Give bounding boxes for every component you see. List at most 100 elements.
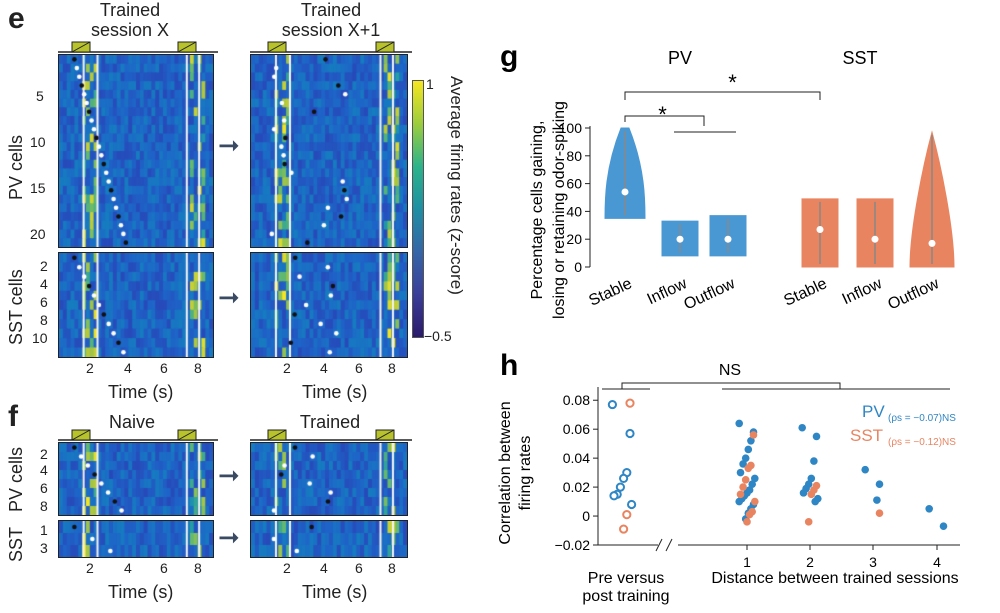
g-title-pv: PV (668, 48, 692, 68)
e-heatmap-pv-session-x1 (250, 54, 408, 248)
g-y-tick-label: 0 (574, 259, 582, 275)
h-point-sst-pre (625, 398, 635, 408)
f-pv-tick: 4 (40, 462, 48, 478)
e-heatmap-sst-session-x (58, 252, 214, 358)
f-heatmap-sst-naive (58, 520, 214, 558)
h-y-tick-label: 0.04 (563, 450, 590, 466)
violin-median-dot (621, 188, 629, 196)
f-time-tick: 8 (194, 560, 202, 576)
f-time-tick: 8 (388, 560, 396, 576)
h-point-pv (812, 432, 821, 441)
f-pv-tick: 2 (40, 446, 48, 462)
violin-median-dot (816, 225, 824, 233)
h-x-tick-label: 4 (933, 554, 941, 570)
g-y-tick-label: 40 (566, 203, 582, 219)
e-time-tick: 2 (283, 360, 291, 376)
e-left-title-2: session X (90, 20, 170, 40)
violin-median-dot (676, 235, 684, 243)
f-heatmap-pv-naive (58, 442, 214, 516)
g-x-tick-label: Stable (586, 275, 634, 310)
e-left-title-1: Trained (99, 0, 161, 20)
g-y-tick-label: 100 (559, 120, 583, 136)
h-point-sst (745, 510, 754, 519)
e-time-tick: 4 (320, 360, 328, 376)
e-time-tick: 8 (388, 360, 396, 376)
f-pv-arrow-icon: ➞ (218, 460, 240, 490)
h-point-pv-pre (619, 473, 629, 484)
h-point-sst (749, 431, 758, 439)
h-x-tick-label: 1 (743, 554, 751, 570)
f-sst-axis-label: SST (6, 526, 26, 562)
g-y-tick-label: 60 (566, 176, 582, 192)
e-right-xlabel: Time (s) (302, 382, 368, 402)
g-sig-bracket (624, 91, 821, 100)
f-left-title: Naive (108, 412, 156, 432)
h-y-tick-label: −0.02 (555, 537, 591, 553)
h-x-tick-label: 2 (806, 554, 814, 570)
h-ylabel-2: firing rates (517, 436, 534, 511)
h-point-sst (744, 464, 753, 473)
f-pv-axis-label: PV cells (6, 446, 26, 512)
h-legend-pv: PV (862, 402, 885, 421)
f-sst-tick: 1 (40, 522, 48, 538)
e-sst-tick: 6 (40, 294, 48, 310)
h-point-sst-pre (619, 524, 629, 534)
f-sst-tick: 3 (40, 540, 48, 556)
e-pv-arrow-icon: ➞ (218, 130, 240, 160)
h-point-pv (735, 497, 743, 506)
f-time-tick: 2 (86, 560, 94, 576)
h-point-pv (744, 445, 753, 454)
f-left-xlabel: Time (s) (108, 582, 174, 602)
g-x-tick-label: Inflow (840, 275, 885, 308)
e-sst-axis-label: SST cells (6, 269, 26, 345)
h-legend-pv-stat: (ρs = −0.07)NS (888, 413, 956, 424)
h-x-tick-label: 3 (869, 554, 877, 570)
h-point-pv (735, 419, 743, 428)
h-point-pv (751, 474, 759, 483)
e-pv-tick: 15 (30, 180, 46, 196)
colorbar-label: Average firing rates (z-score) (447, 76, 466, 295)
h-point-sst (741, 476, 750, 484)
h-axis-break (655, 538, 663, 552)
f-heatmap-pv-trained (250, 442, 408, 516)
h-point-pv-pre (609, 491, 619, 501)
h-ns-bracket (621, 382, 841, 389)
e-pv-axis-label: PV cells (6, 134, 26, 200)
e-sst-tick: 4 (40, 276, 48, 292)
e-right-title-1: Trained (300, 0, 362, 20)
h-point-pv (798, 423, 806, 432)
h-point-pv (810, 457, 818, 465)
e-time-tick: 6 (160, 360, 168, 376)
e-right-title-2: session X+1 (281, 20, 381, 40)
h-point-pv (748, 480, 756, 488)
f-left-odor-markers (58, 429, 218, 441)
h-point-sst (751, 497, 759, 506)
h-point-sst (739, 483, 747, 491)
f-time-tick: 4 (320, 560, 328, 576)
h-point-pv (861, 465, 869, 474)
h-legend-sst-stat: (ρs = −0.12)NS (888, 437, 956, 448)
h-y-tick-label: 0.06 (563, 421, 590, 437)
h-point-pv (925, 505, 933, 513)
g-sig-star: * (658, 102, 667, 127)
h-point-pv-pre (627, 499, 637, 510)
h-xlabel: Distance between trained sessions (711, 570, 958, 587)
e-left-xlabel: Time (s) (108, 382, 174, 402)
h-point-pv-pre (607, 399, 618, 410)
violin-median-dot (928, 239, 936, 247)
e-heatmap-sst-session-x1 (250, 252, 408, 358)
h-point-pv (739, 460, 747, 468)
h-point-sst (736, 490, 745, 499)
h-point-pv (736, 468, 745, 477)
scatter-chart: h Correlation between firing rates −0.02… (497, 349, 960, 605)
h-point-sst (743, 518, 751, 526)
f-sst-arrow-icon: ➞ (218, 522, 240, 552)
e-time-tick: 4 (124, 360, 132, 376)
e-time-tick: 6 (355, 360, 363, 376)
h-point-sst (804, 518, 813, 526)
e-right-odor-markers (250, 41, 412, 53)
h-point-pv (873, 496, 881, 504)
h-point-pv (939, 522, 948, 530)
colorbar-max: 1 (426, 76, 434, 92)
h-point-sst (875, 509, 884, 517)
